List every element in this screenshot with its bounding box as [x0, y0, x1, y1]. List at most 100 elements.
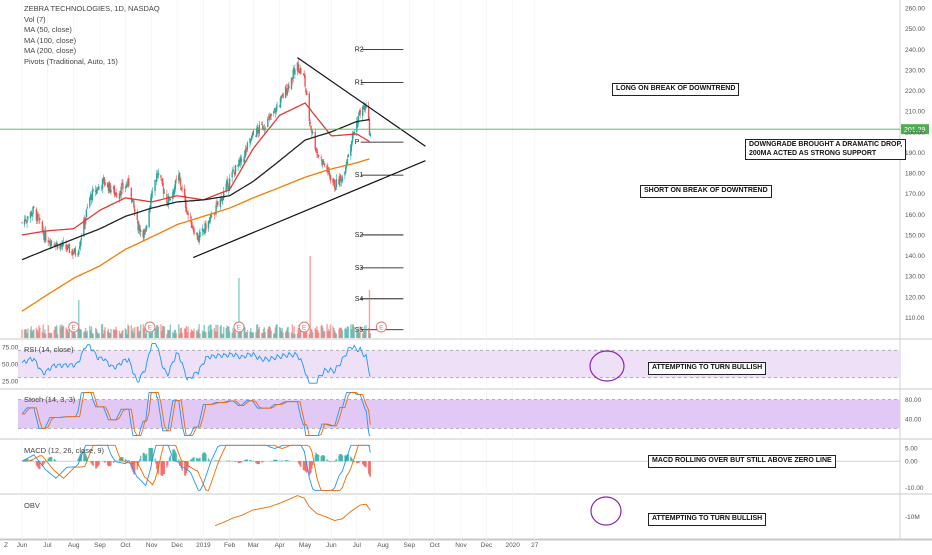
- candle-body: [181, 189, 182, 190]
- candle-body: [205, 223, 206, 230]
- volume-bar: [92, 333, 93, 338]
- candle-body: [96, 189, 97, 194]
- candle-body: [320, 157, 321, 158]
- candle-body: [160, 175, 161, 178]
- candle-body: [67, 245, 68, 249]
- note-macd: MACD ROLLING OVER BUT STILL ABOVE ZERO L…: [648, 455, 836, 468]
- candle-body: [122, 182, 123, 189]
- candle-body: [179, 173, 180, 179]
- candle-body: [32, 207, 33, 213]
- candle-body: [187, 213, 188, 215]
- volume-bar: [170, 325, 171, 338]
- macd-hist-bar: [370, 461, 371, 477]
- candle-body: [287, 90, 288, 95]
- x-tick-Aug: Aug: [68, 542, 80, 549]
- macd-hist-bar: [318, 455, 319, 461]
- candle-body: [110, 190, 111, 193]
- obv-tick: -10M: [905, 514, 920, 521]
- candle-body: [324, 164, 325, 165]
- candle-body: [170, 199, 171, 200]
- volume-bar: [134, 327, 135, 338]
- macd-hist-bar: [354, 461, 355, 462]
- note-obv: ATTEMPTING TO TURN BULLISH: [648, 513, 766, 526]
- volume-bar: [229, 331, 230, 338]
- rsi-label[interactable]: RSI (14, close): [24, 345, 74, 354]
- note-rsi: ATTEMPTING TO TURN BULLISH: [648, 362, 766, 375]
- pivot-label-S4: S4: [355, 296, 364, 303]
- candle-body: [145, 230, 146, 232]
- volume-bar: [270, 330, 271, 338]
- note-downgrade: DOWNGRADE BROUGHT A DRAMATIC DROP, 200MA…: [745, 139, 906, 160]
- footer-left: Z: [4, 542, 8, 549]
- pivot-label-P: P: [355, 139, 360, 146]
- candle-body: [318, 155, 319, 157]
- candle-body: [37, 214, 38, 217]
- macd-hist-bar: [51, 457, 52, 461]
- candle-body: [340, 175, 341, 178]
- price-tick: 180.00: [905, 171, 925, 178]
- candle-body: [69, 244, 70, 253]
- candle-body: [209, 218, 210, 222]
- candle-body: [42, 222, 43, 230]
- candle-body: [282, 93, 283, 98]
- legend-volume[interactable]: Vol (7): [24, 15, 160, 26]
- obv-label[interactable]: OBV: [24, 501, 40, 510]
- candle-body: [310, 126, 311, 129]
- earnings-letter: E: [237, 325, 242, 332]
- indicator-tick: 40.00: [905, 416, 922, 423]
- x-tick-Jul: Jul: [353, 542, 362, 549]
- macd-hist-bar: [342, 455, 343, 461]
- candle-body: [330, 175, 331, 181]
- candle-body: [115, 192, 116, 196]
- macd-label[interactable]: MACD (12, 26, close, 9): [24, 446, 104, 455]
- macd-hist-bar: [217, 460, 218, 461]
- candle-body: [152, 192, 153, 193]
- candle-body: [281, 96, 282, 99]
- macd-hist-bar: [365, 461, 366, 467]
- candle-body: [73, 253, 74, 254]
- candle-body: [294, 69, 295, 74]
- candle-body: [334, 180, 335, 189]
- volume-bar: [223, 327, 224, 338]
- volume-bar: [81, 330, 82, 338]
- candle-body: [158, 173, 159, 175]
- x-tick-Jun: Jun: [326, 542, 337, 549]
- candle-body: [273, 111, 274, 113]
- macd-hist-bar: [330, 461, 331, 462]
- candle-body: [280, 98, 281, 108]
- candle-body: [347, 159, 348, 164]
- indicator-tick: 25.00: [2, 379, 19, 386]
- legend-ma50[interactable]: MA (50, close): [24, 25, 160, 36]
- candle-body: [81, 238, 82, 241]
- pivot-label-S2: S2: [355, 232, 364, 239]
- candle-body: [148, 210, 149, 227]
- volume-bar: [75, 334, 76, 338]
- pivot-label-S3: S3: [355, 265, 364, 272]
- macd-hist-bar: [193, 457, 194, 461]
- legend-symbol[interactable]: ZEBRA TECHNOLOGIES, 1D, NASDAQ: [24, 4, 160, 15]
- x-tick-2019: 2019: [196, 542, 211, 549]
- volume-bar: [45, 334, 46, 338]
- legend-ma100[interactable]: MA (100, close): [24, 36, 160, 47]
- candle-body: [292, 79, 293, 80]
- legend-pivots[interactable]: Pivots (Traditional, Auto, 15): [24, 57, 160, 68]
- volume-bar: [211, 329, 212, 338]
- candle-body: [176, 179, 177, 180]
- macd-hist-bar: [235, 461, 236, 462]
- candle-body: [120, 187, 121, 196]
- stoch-label[interactable]: Stoch (14, 3, 3): [24, 395, 75, 404]
- volume-bar: [176, 333, 177, 338]
- volume-bar: [359, 326, 360, 338]
- candle-body: [162, 178, 163, 185]
- indicator-tick: -10.00: [905, 485, 924, 492]
- volume-bar: [370, 333, 371, 338]
- macd-hist-bar: [146, 454, 147, 462]
- x-tick-Oct: Oct: [430, 542, 440, 549]
- x-tick-Mar: Mar: [248, 542, 260, 549]
- legend-ma200[interactable]: MA (200, close): [24, 46, 160, 57]
- x-tick-Feb: Feb: [224, 542, 236, 549]
- candle-body: [98, 187, 99, 188]
- candle-body: [339, 177, 340, 187]
- volume-bar: [205, 332, 206, 338]
